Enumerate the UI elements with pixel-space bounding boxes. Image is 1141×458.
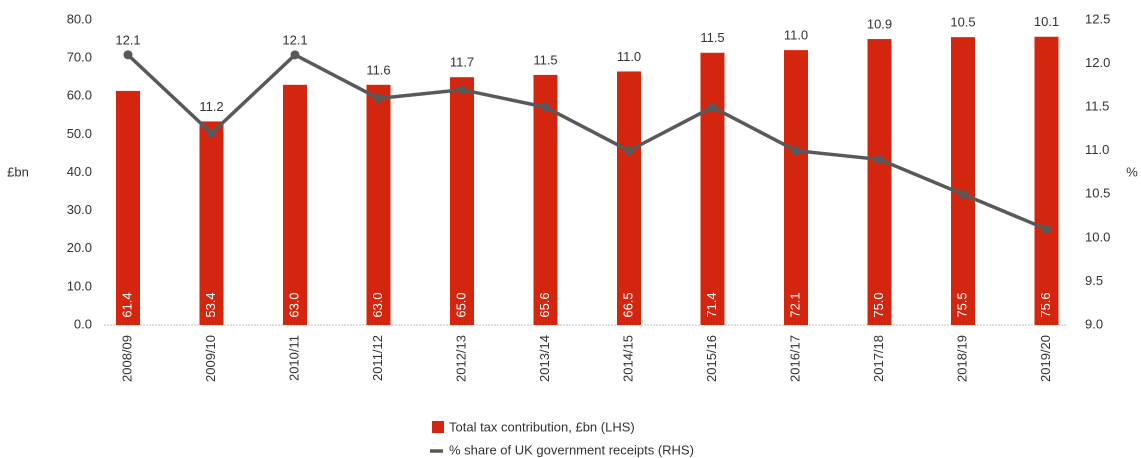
y2-tick-label: 12.5 <box>1085 11 1110 26</box>
line-value-label: 12.1 <box>115 32 140 47</box>
y2-tick-label: 10.5 <box>1085 186 1110 201</box>
y2-tick-label: 9.0 <box>1085 316 1103 331</box>
bar <box>784 50 808 326</box>
legend-label: % share of UK government receipts (RHS) <box>449 442 694 457</box>
x-tick-label: 2019/20 <box>1038 335 1053 382</box>
line-point <box>624 146 634 156</box>
x-tick-label: 2016/17 <box>787 335 802 382</box>
line-value-label: 11.0 <box>784 28 808 43</box>
line-point <box>541 102 550 112</box>
bar <box>951 37 975 325</box>
y-tick-label: 10.0 <box>67 278 92 293</box>
y-tick-label: 60.0 <box>67 88 92 103</box>
line-value-label: 11.6 <box>366 62 390 77</box>
line-value-label: 10.9 <box>867 17 892 32</box>
bar-value-label: 75.5 <box>954 292 969 317</box>
y-tick-label: 70.0 <box>67 50 92 65</box>
x-tick-label: 2015/16 <box>704 335 719 382</box>
y2-axis-label: % <box>1126 164 1138 179</box>
y-tick-label: 40.0 <box>67 164 92 179</box>
line-point <box>875 154 884 164</box>
y-tick-label: 80.0 <box>67 11 92 26</box>
line-value-label: 10.5 <box>950 15 975 30</box>
line-value-label: 11.2 <box>199 99 223 114</box>
line-point <box>457 85 467 95</box>
bar <box>867 39 892 325</box>
x-tick-label: 2012/13 <box>453 335 468 382</box>
line-value-label: 11.0 <box>617 49 641 64</box>
line-value-label: 11.7 <box>450 55 474 70</box>
bar-value-label: 75.6 <box>1038 292 1053 317</box>
line-value-label: 12.1 <box>282 32 307 47</box>
y2-tick-label: 9.5 <box>1085 273 1103 288</box>
x-tick-label: 2011/12 <box>370 335 385 381</box>
line-point <box>374 93 383 103</box>
legend-label: Total tax contribution, £bn (LHS) <box>449 419 635 434</box>
bar-value-label: 63.0 <box>370 292 385 317</box>
legend-swatch <box>432 421 444 433</box>
y2-tick-label: 12.0 <box>1085 55 1110 70</box>
bar <box>617 71 641 325</box>
line-point <box>791 146 801 156</box>
line-point <box>207 128 216 138</box>
y-tick-label: 0.0 <box>74 316 92 331</box>
y-tick-label: 50.0 <box>67 126 92 141</box>
line-value-label: 11.5 <box>533 52 557 67</box>
y2-tick-label: 11.0 <box>1085 142 1109 157</box>
x-tick-label: 2013/14 <box>537 335 552 382</box>
bar-value-label: 65.6 <box>537 292 552 317</box>
x-tick-label: 2008/09 <box>119 335 134 382</box>
y2-tick-label: 11.5 <box>1085 99 1109 114</box>
y-axis-label: £bn <box>7 164 29 179</box>
x-tick-label: 2009/10 <box>203 335 218 382</box>
bar-value-label: 65.0 <box>453 292 468 317</box>
line-point <box>708 102 717 112</box>
y-tick-label: 20.0 <box>67 240 92 255</box>
bar-value-label: 72.1 <box>787 292 802 317</box>
bar <box>533 74 558 326</box>
bar-value-label: 75.0 <box>871 292 886 317</box>
line-value-label: 11.5 <box>700 30 724 45</box>
bar <box>1034 36 1059 326</box>
bar <box>116 90 140 325</box>
bar-value-label: 63.0 <box>286 292 301 317</box>
line-point <box>1042 224 1051 234</box>
line-point <box>958 189 968 199</box>
bar <box>199 121 224 325</box>
bar-value-label: 53.4 <box>203 292 218 317</box>
line <box>126 52 1048 231</box>
x-tick-label: 2018/19 <box>954 335 969 382</box>
bar <box>366 84 391 325</box>
bar <box>283 84 307 325</box>
bar <box>450 77 474 325</box>
line-point <box>123 50 133 60</box>
x-tick-label: 2014/15 <box>620 335 635 382</box>
x-tick-label: 2017/18 <box>871 335 886 382</box>
bar-value-label: 71.4 <box>704 292 719 317</box>
line-value-label: 10.1 <box>1034 14 1059 29</box>
y2-tick-label: 10.0 <box>1085 229 1110 244</box>
line-point <box>290 50 300 60</box>
bar-value-label: 66.5 <box>620 292 635 317</box>
y-tick-label: 30.0 <box>67 202 92 217</box>
bar-value-label: 61.4 <box>119 292 134 317</box>
x-tick-label: 2010/11 <box>286 335 301 381</box>
bar <box>700 52 725 325</box>
